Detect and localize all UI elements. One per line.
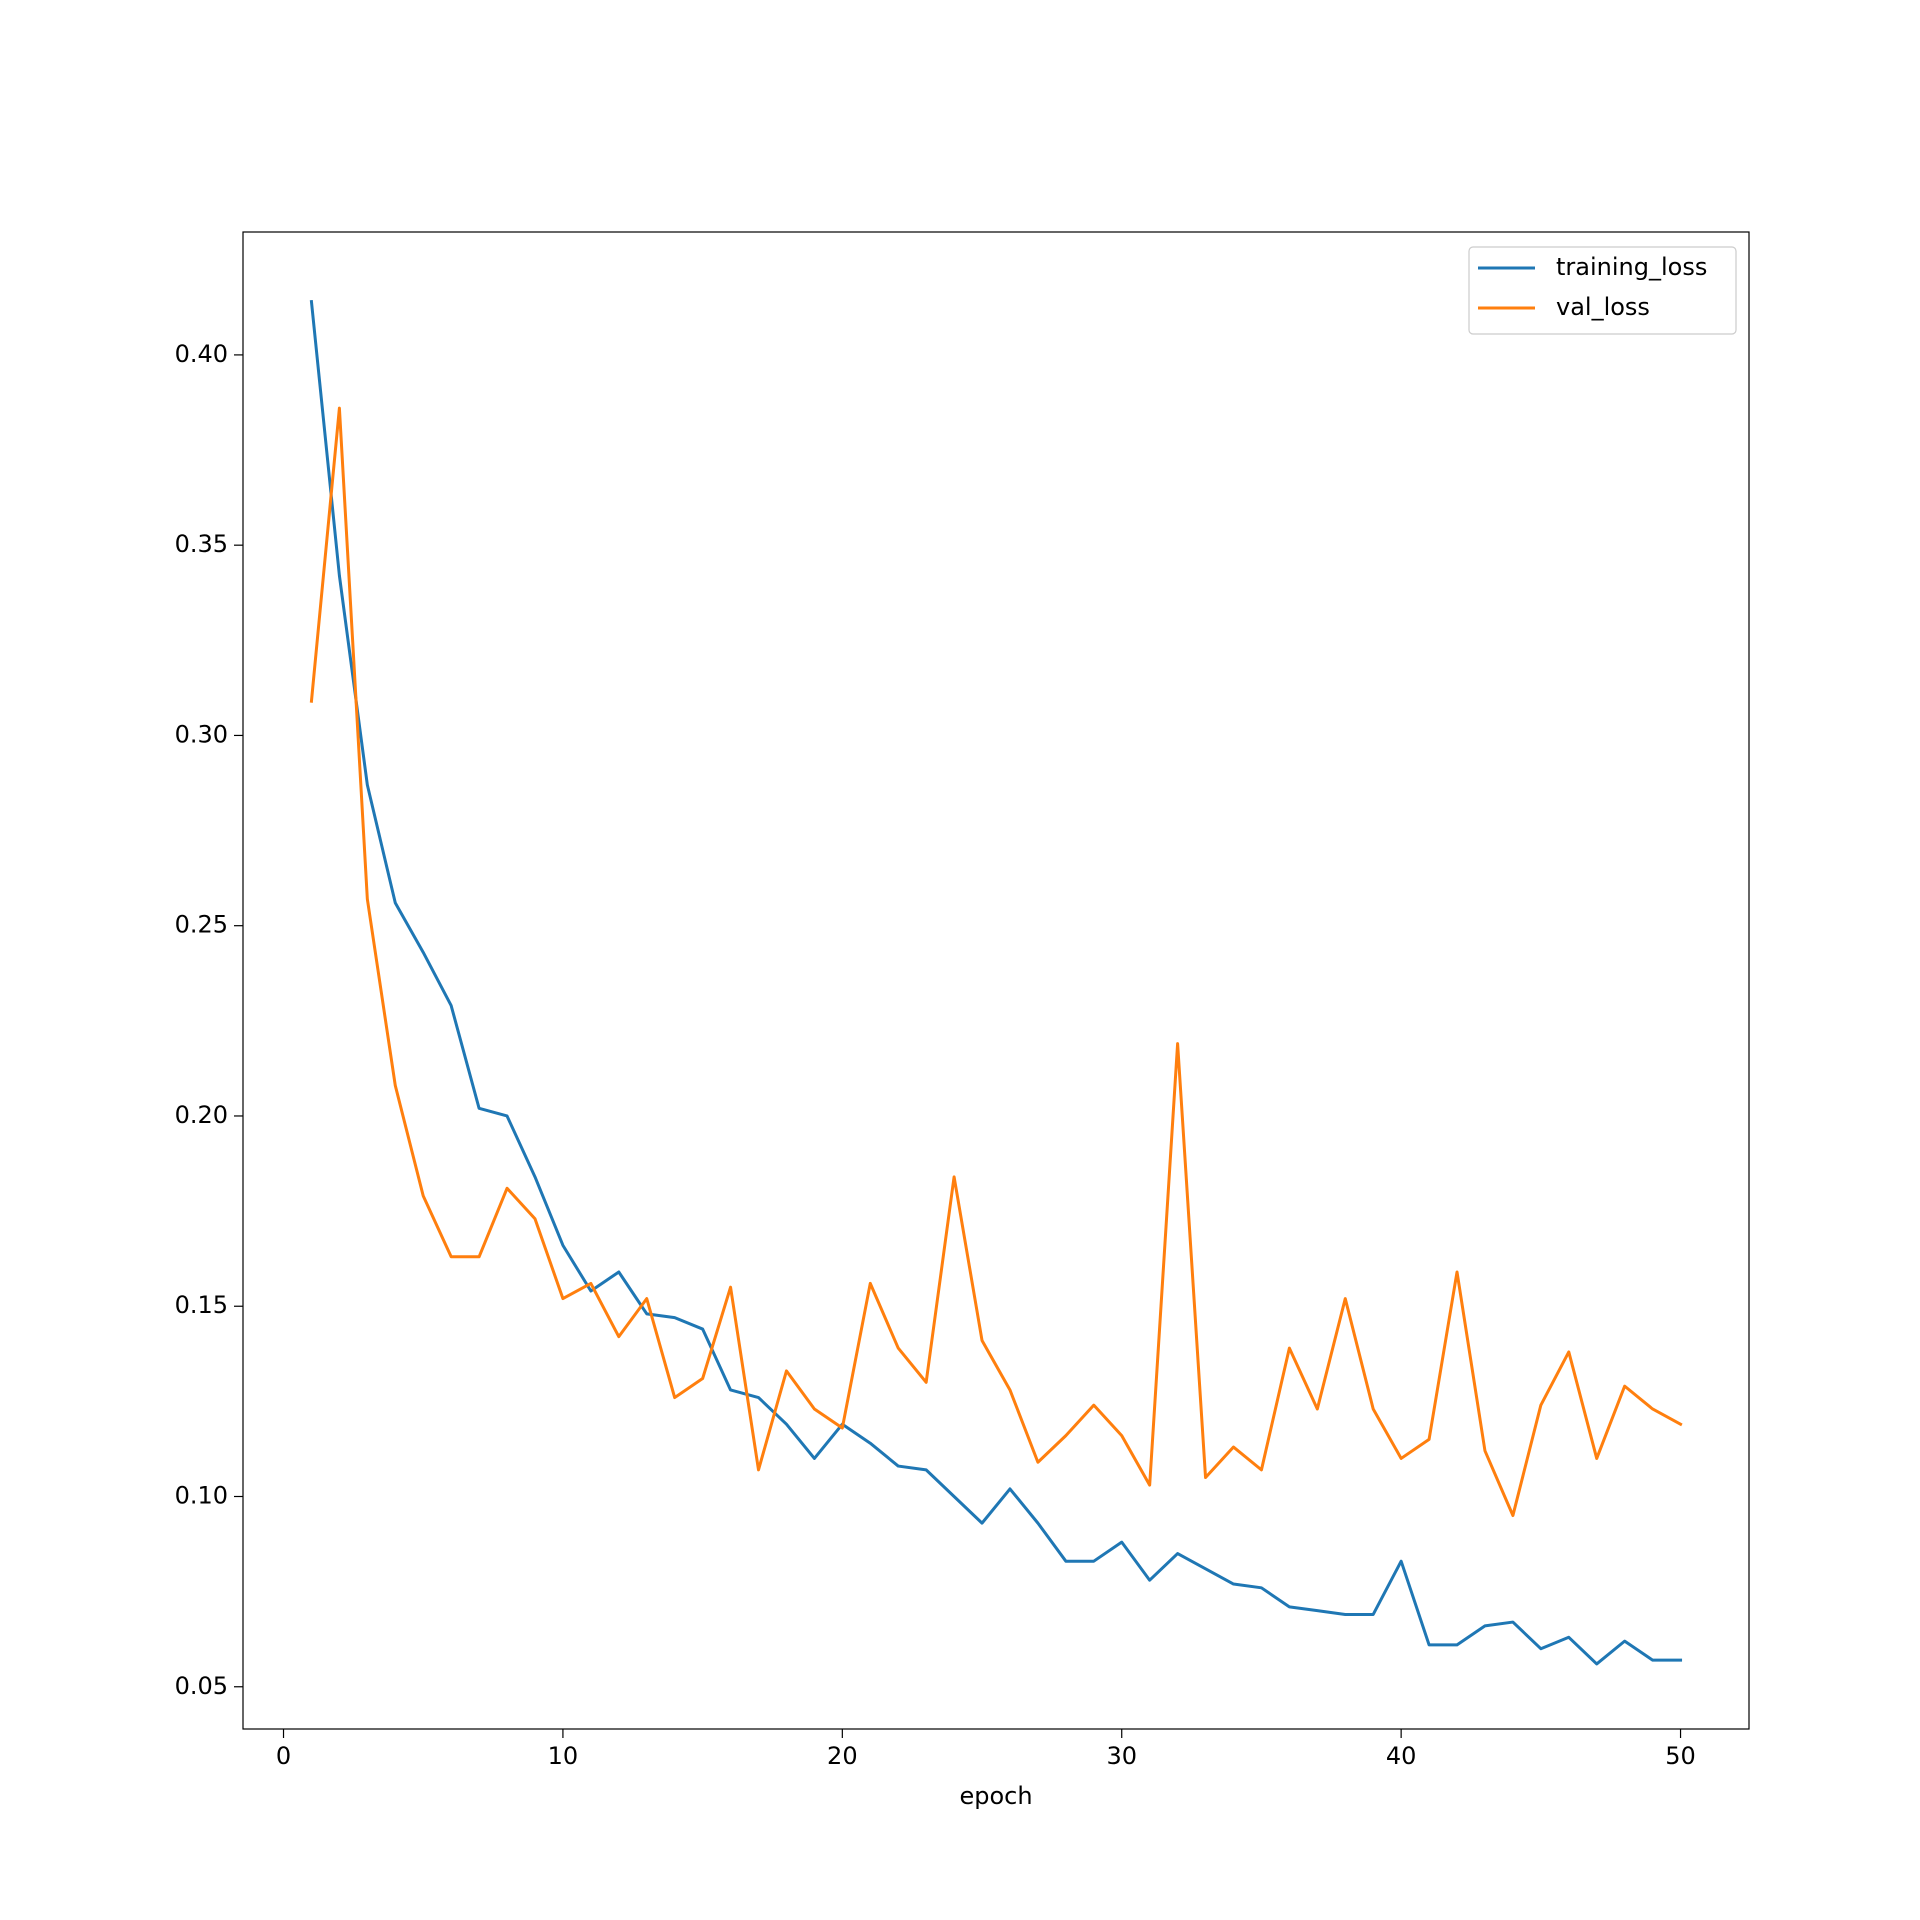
legend-label: training_loss: [1556, 253, 1707, 281]
x-axis-label: epoch: [959, 1782, 1032, 1810]
x-tick-label: 10: [548, 1742, 579, 1770]
y-tick-label: 0.30: [175, 720, 228, 748]
x-tick-label: 20: [827, 1742, 858, 1770]
x-tick-label: 30: [1106, 1742, 1137, 1770]
y-tick-label: 0.35: [175, 530, 228, 558]
y-tick-label: 0.05: [175, 1672, 228, 1700]
line-series: [309, 299, 1683, 1666]
y-tick-label: 0.40: [175, 340, 228, 368]
x-tick-label: 0: [276, 1742, 291, 1770]
y-tick-label: 0.20: [175, 1101, 228, 1129]
plot-frame: [242, 231, 1750, 1730]
line-series: [309, 406, 1683, 1518]
legend-label: val_loss: [1556, 293, 1650, 321]
y-tick-label: 0.10: [175, 1481, 228, 1509]
legend-box: [1468, 246, 1737, 335]
x-tick-label: 40: [1386, 1742, 1417, 1770]
x-tick-label: 50: [1665, 1742, 1696, 1770]
y-tick-label: 0.25: [175, 911, 228, 939]
y-tick-label: 0.15: [175, 1291, 228, 1319]
